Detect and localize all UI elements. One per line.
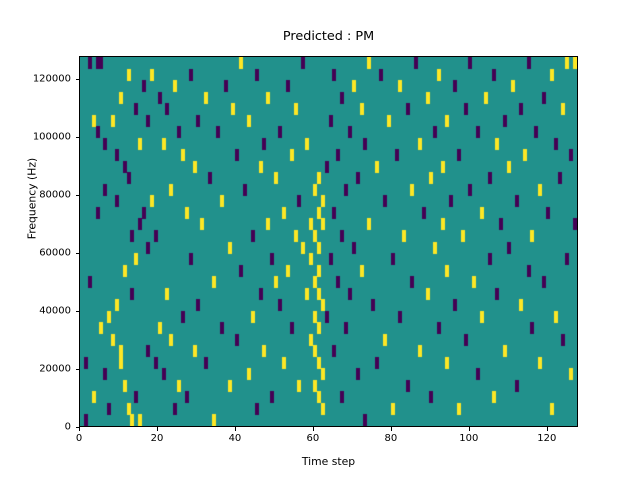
y-tick-label: 100000 — [32, 131, 71, 143]
y-tick-mark — [75, 253, 79, 255]
chart-title: Predicted : PM — [282, 29, 375, 44]
y-tick-mark — [75, 369, 79, 371]
x-tick-mark — [312, 427, 314, 431]
y-tick-mark — [75, 137, 79, 139]
y-axis-label: Frequency (Hz) — [25, 157, 39, 240]
x-tick-mark — [468, 427, 470, 431]
y-tick-label: 40000 — [39, 305, 71, 317]
y-tick-mark — [75, 79, 79, 81]
y-tick-mark — [75, 311, 79, 313]
x-tick-label: 100 — [459, 433, 479, 444]
y-tick-label: 20000 — [39, 363, 71, 375]
x-tick-label: 0 — [75, 433, 83, 444]
y-tick-label: 60000 — [39, 247, 71, 259]
y-tick-label: 0 — [64, 421, 71, 433]
x-tick-label: 20 — [150, 433, 164, 444]
y-tick-mark — [75, 427, 79, 428]
x-tick-label: 80 — [384, 433, 398, 444]
x-tick-mark — [234, 427, 236, 431]
y-tick-label: 80000 — [39, 189, 71, 201]
x-tick-mark — [156, 427, 158, 431]
x-tick-label: 120 — [537, 433, 557, 444]
x-tick-label: 40 — [228, 433, 242, 444]
x-axis-label: Time step — [301, 455, 356, 468]
y-tick-label: 120000 — [32, 73, 71, 85]
x-tick-label: 60 — [306, 433, 320, 444]
x-tick-mark — [390, 427, 392, 431]
y-tick-mark — [75, 195, 79, 197]
x-tick-mark — [79, 427, 80, 431]
x-tick-mark — [546, 427, 548, 431]
heatmap-axes — [79, 56, 578, 427]
heatmap-image — [80, 57, 577, 426]
